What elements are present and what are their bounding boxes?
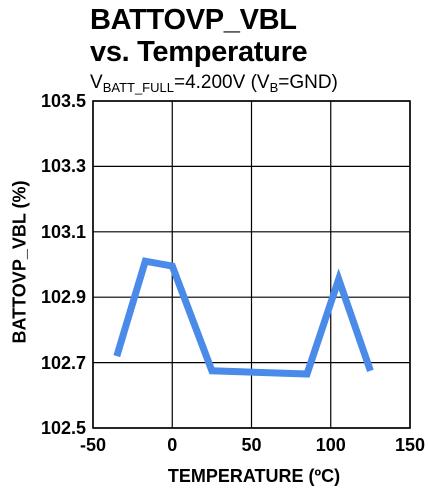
subtitle-end: =GND)	[278, 72, 338, 93]
x-axis-label: TEMPERATURE (ºC)	[167, 466, 341, 486]
subtitle-middle: =4.200V (V	[173, 72, 270, 93]
y-tick-label: 103.5	[40, 91, 86, 111]
y-tick-label: 102.9	[40, 287, 86, 308]
plot-frame	[92, 100, 411, 429]
x-tick-label: 0	[167, 435, 178, 455]
y-tick-label: 103.1	[40, 221, 86, 242]
subtitle-sub-b: B	[269, 80, 279, 95]
series-line	[113, 257, 374, 378]
chart-subtitle: VBATT_FULL=4.200V (VB=GND)	[90, 73, 338, 94]
x-tick-label: -50	[79, 435, 107, 455]
x-tick-label: 100	[315, 435, 346, 455]
y-axis-label: BATTOVP_VBL (%)	[9, 180, 30, 344]
y-tick-label: 103.3	[40, 156, 86, 177]
subtitle-sub-batt-full: BATT_FULL	[102, 80, 174, 95]
subtitle-v: V	[90, 72, 103, 93]
y-tick-label: 102.5	[40, 418, 86, 438]
x-tick-label: 150	[394, 435, 426, 455]
chart-title-line-1: BATTOVP_VBL	[90, 4, 297, 36]
y-tick-label: 102.7	[40, 352, 86, 373]
chart-title-line-2: vs. Temperature	[90, 36, 308, 68]
x-tick-label: 50	[241, 435, 262, 455]
